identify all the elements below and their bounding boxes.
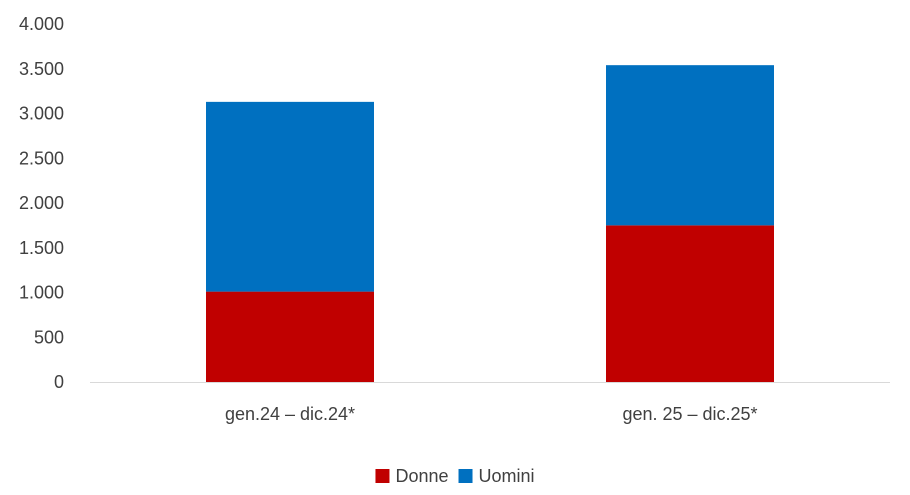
y-tick-label: 3.500 <box>19 59 64 79</box>
bar-uomini-1 <box>206 101 374 292</box>
legend-label: Donne <box>395 466 448 486</box>
y-tick-label: 2.000 <box>19 193 64 213</box>
y-tick-label: 500 <box>34 327 64 347</box>
legend-swatch <box>375 469 390 483</box>
x-axis-tick-labels: gen.24 – dic.24* gen. 25 – dic.25* <box>225 404 758 424</box>
legend-item-uomini: Uomini <box>458 466 535 486</box>
bar-donne-2 <box>606 225 774 382</box>
y-tick-label: 1.500 <box>19 238 64 258</box>
y-tick-label: 0 <box>54 372 64 392</box>
bar-uomini-2 <box>606 65 774 226</box>
bars-group <box>206 65 774 382</box>
y-tick-label: 3.000 <box>19 104 64 124</box>
legend-swatch <box>458 469 473 483</box>
x-tick-label: gen. 25 – dic.25* <box>622 404 757 424</box>
y-tick-label: 4.000 <box>19 14 64 34</box>
x-tick-label: gen.24 – dic.24* <box>225 404 355 424</box>
y-tick-label: 2.500 <box>19 148 64 168</box>
legend-label: Uomini <box>479 466 535 486</box>
y-tick-label: 1.000 <box>19 283 64 303</box>
legend: Donne Uomini <box>375 466 535 486</box>
bar-donne-1 <box>206 291 374 382</box>
legend-item-donne: Donne <box>375 466 449 486</box>
y-axis-tick-labels: 0 500 1.000 1.500 2.000 2.500 3.000 3.500 4.000 <box>19 14 64 392</box>
